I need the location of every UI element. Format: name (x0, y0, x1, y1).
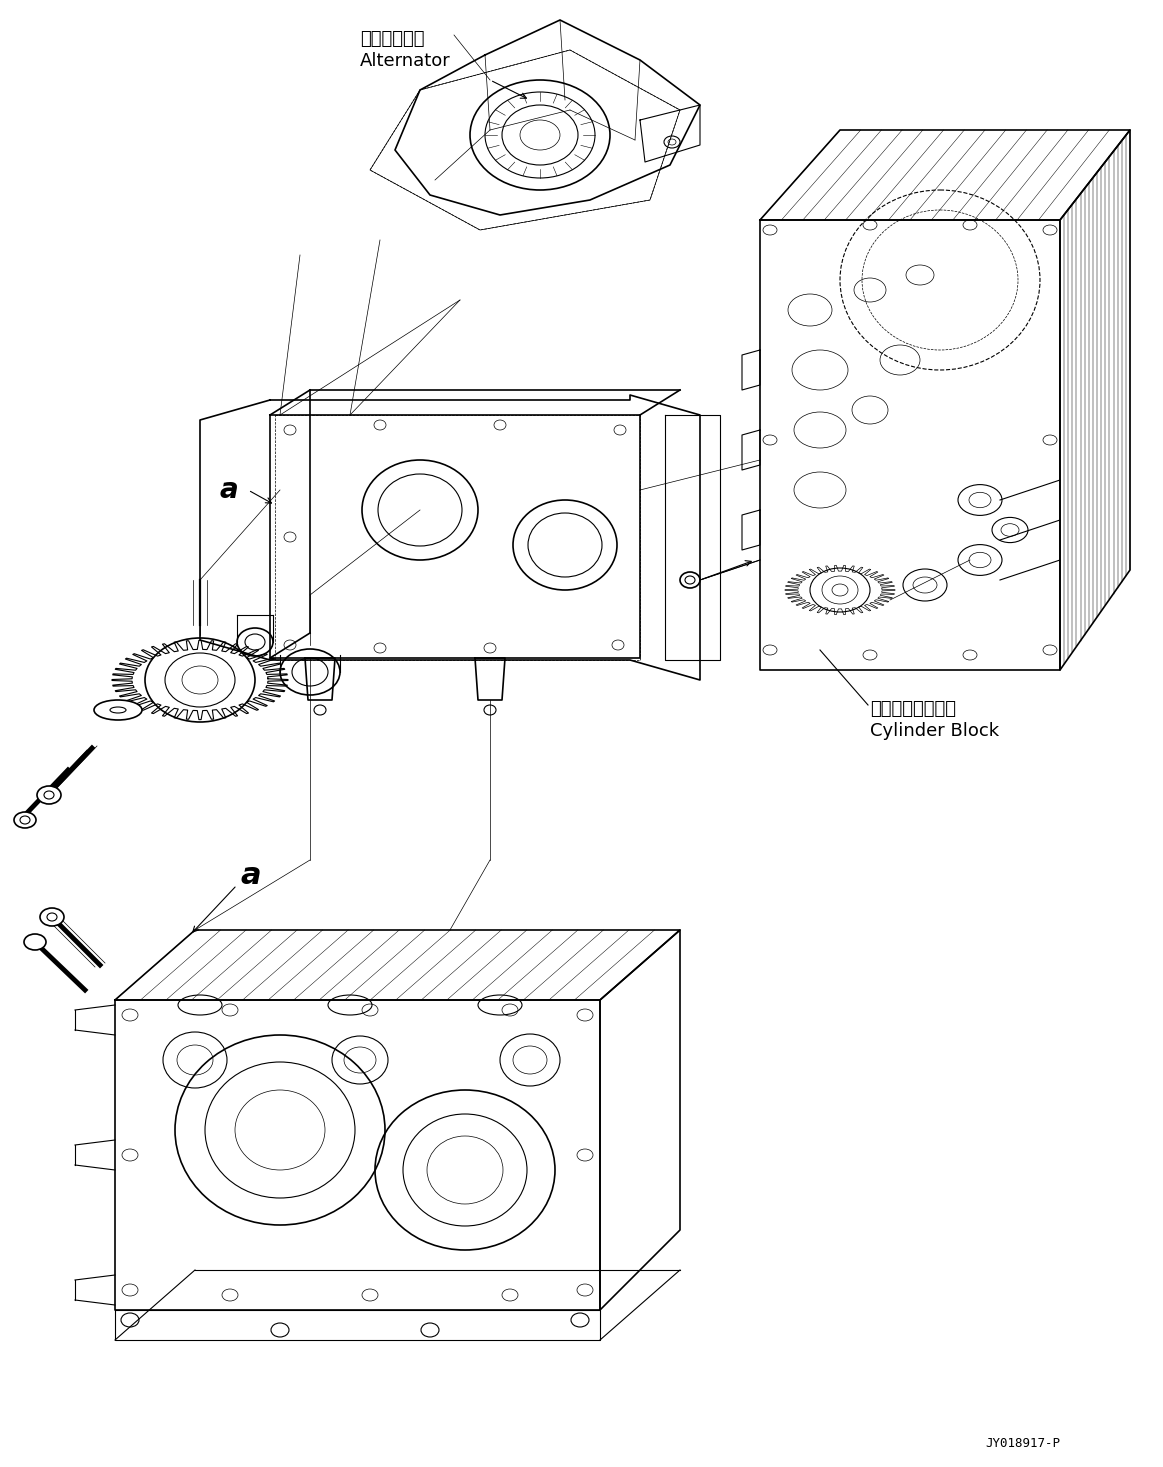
Ellipse shape (24, 934, 47, 951)
Ellipse shape (40, 908, 64, 926)
Text: Cylinder Block: Cylinder Block (870, 722, 999, 739)
Ellipse shape (94, 700, 142, 720)
Text: Alternator: Alternator (361, 51, 451, 70)
Text: シリンダブロック: シリンダブロック (870, 700, 956, 717)
Ellipse shape (37, 786, 60, 804)
Text: オルタネータ: オルタネータ (361, 29, 424, 48)
Text: JY018917-P: JY018917-P (985, 1438, 1059, 1449)
Ellipse shape (14, 813, 36, 827)
Text: a: a (240, 861, 261, 889)
Text: a: a (220, 475, 238, 505)
